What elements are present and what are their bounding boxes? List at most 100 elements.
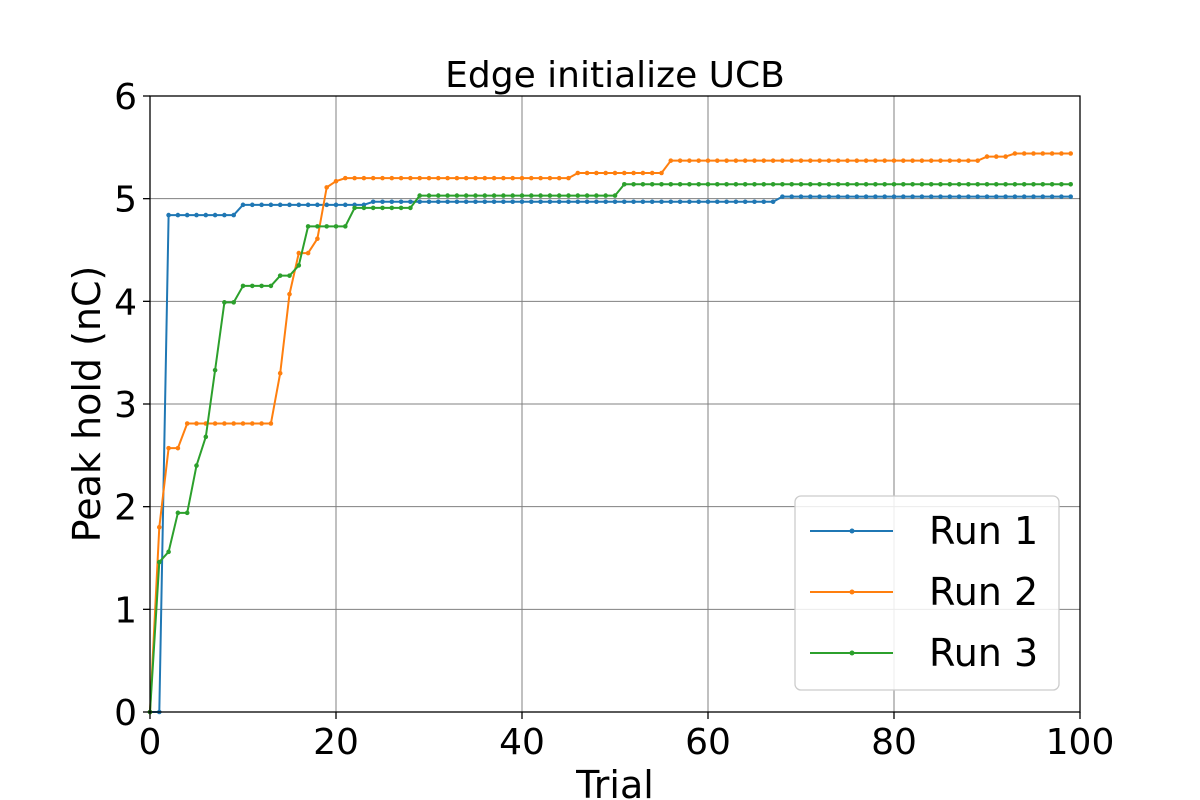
data-point (622, 170, 627, 176)
data-point (835, 181, 841, 187)
data-point (603, 199, 608, 205)
data-point (175, 445, 181, 451)
data-point (752, 158, 757, 163)
data-point (938, 181, 943, 187)
data-point (296, 263, 302, 268)
data-point (761, 181, 767, 187)
data-point (1012, 194, 1018, 199)
data-point (584, 199, 590, 205)
data-point (315, 236, 320, 242)
legend-swatch-marker (849, 650, 855, 656)
data-point (752, 199, 757, 205)
data-point (919, 194, 925, 199)
data-point (361, 175, 367, 181)
data-point (612, 193, 618, 198)
data-point (910, 194, 915, 199)
data-point (808, 181, 813, 187)
data-point (315, 224, 320, 229)
data-point (817, 158, 822, 163)
data-point (677, 199, 683, 205)
legend-box (794, 495, 1060, 691)
data-point (649, 181, 655, 187)
series-lines (147, 151, 1073, 715)
data-point (287, 291, 292, 297)
data-point (538, 175, 543, 181)
data-point (305, 224, 311, 229)
data-point (277, 370, 283, 376)
data-point (780, 194, 785, 199)
data-point (677, 158, 683, 163)
data-point (984, 154, 990, 159)
data-point (817, 194, 822, 199)
data-point (519, 175, 525, 181)
data-point (1021, 194, 1027, 199)
y-tick-label: 0 (114, 693, 137, 734)
data-point (1003, 154, 1008, 159)
data-point (538, 193, 543, 198)
data-point (501, 175, 506, 181)
data-point (956, 158, 962, 163)
data-point (724, 199, 729, 205)
data-point (259, 421, 264, 426)
data-point (603, 170, 608, 176)
data-point (454, 193, 460, 198)
data-point (780, 181, 785, 187)
data-point (436, 199, 441, 205)
data-point (547, 175, 553, 181)
data-point (901, 194, 906, 199)
data-point (566, 199, 571, 205)
data-point (975, 194, 980, 199)
data-point (436, 175, 441, 181)
data-point (287, 202, 292, 208)
data-point (1049, 151, 1055, 156)
data-point (426, 193, 432, 198)
data-point (203, 212, 209, 218)
data-point (268, 283, 274, 289)
data-point (863, 158, 869, 163)
data-point (333, 178, 339, 184)
data-point (184, 212, 190, 218)
data-point (1012, 181, 1018, 187)
data-point (417, 193, 423, 198)
data-point (687, 181, 692, 187)
data-point (231, 212, 236, 218)
y-axis-label: Peak hold (nC) (65, 266, 109, 543)
data-point (1031, 181, 1036, 187)
data-point (1068, 151, 1073, 156)
data-point (891, 194, 897, 199)
data-point (761, 158, 767, 163)
data-point (696, 199, 701, 205)
data-point (901, 158, 906, 163)
y-tick-label: 5 (114, 180, 137, 221)
data-point (417, 199, 423, 205)
data-point (250, 202, 255, 208)
data-point (352, 205, 357, 211)
data-point (994, 181, 999, 187)
data-point (919, 181, 925, 187)
data-point (1059, 194, 1064, 199)
data-point (584, 193, 590, 198)
data-point (277, 202, 283, 208)
data-point (668, 158, 674, 163)
data-point (277, 273, 283, 278)
data-point (1059, 181, 1064, 187)
data-point (659, 181, 664, 187)
data-point (352, 175, 357, 181)
data-point (928, 158, 934, 163)
data-point (491, 175, 497, 181)
data-point (994, 194, 999, 199)
data-point (733, 158, 739, 163)
data-point (882, 181, 887, 187)
data-point (333, 202, 339, 208)
data-point (649, 199, 655, 205)
data-point (640, 170, 646, 176)
data-point (389, 175, 395, 181)
data-point (659, 199, 664, 205)
data-point (547, 193, 553, 198)
data-point (398, 199, 404, 205)
data-point (863, 194, 869, 199)
series-line-run-3 (149, 183, 1071, 713)
data-point (742, 181, 748, 187)
data-point (705, 158, 711, 163)
data-point (640, 181, 646, 187)
